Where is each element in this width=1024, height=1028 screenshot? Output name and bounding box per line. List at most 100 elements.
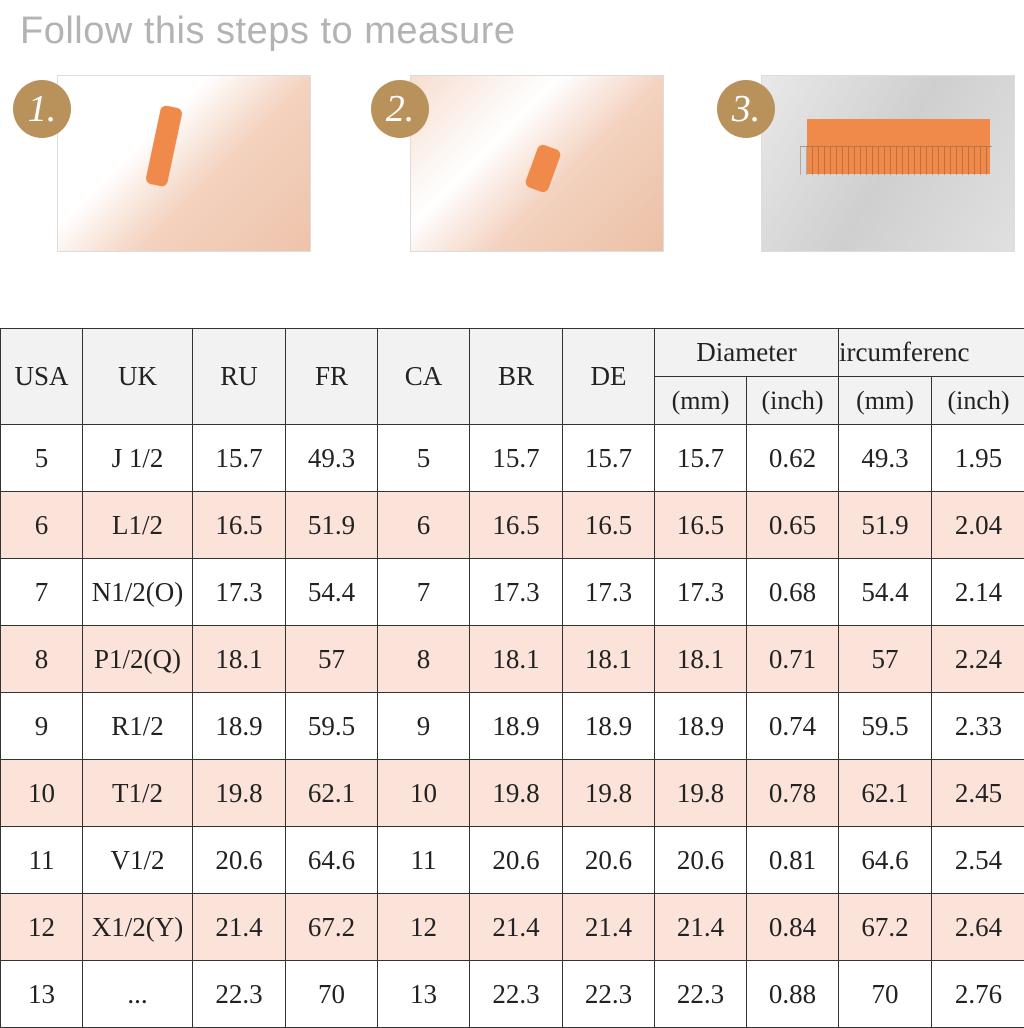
- cell-uk: P1/2(Q): [83, 626, 193, 693]
- cell-diameter-inch: 0.65: [747, 492, 839, 559]
- header-diameter-inch: (inch): [747, 377, 839, 425]
- cell-br: 20.6: [470, 827, 563, 894]
- step-3-badge: 3.: [717, 80, 775, 138]
- cell-ca: 11: [378, 827, 470, 894]
- cell-uk: J 1/2: [83, 425, 193, 492]
- header-circumference-inch: (inch): [932, 377, 1024, 425]
- cell-br: 19.8: [470, 760, 563, 827]
- cell-de: 18.9: [563, 693, 655, 760]
- header-usa: USA: [1, 329, 83, 425]
- header-ru: RU: [193, 329, 286, 425]
- cell-circumference-mm: 57: [839, 626, 932, 693]
- cell-ru: 15.7: [193, 425, 286, 492]
- cell-ca: 7: [378, 559, 470, 626]
- cell-ca: 10: [378, 760, 470, 827]
- cell-br: 17.3: [470, 559, 563, 626]
- cell-usa: 8: [1, 626, 83, 693]
- header-circumference-mm: (mm): [839, 377, 932, 425]
- step-2-photo: [410, 75, 664, 252]
- cell-de: 20.6: [563, 827, 655, 894]
- tape-strip: [145, 105, 183, 188]
- cell-uk: R1/2: [83, 693, 193, 760]
- cell-usa: 5: [1, 425, 83, 492]
- cell-circumference-mm: 54.4: [839, 559, 932, 626]
- cell-diameter-mm: 22.3: [655, 961, 747, 1028]
- cell-uk: N1/2(O): [83, 559, 193, 626]
- step-1-photo: [57, 75, 311, 252]
- cell-ru: 22.3: [193, 961, 286, 1028]
- step-1-badge: 1.: [13, 80, 71, 138]
- cell-fr: 62.1: [286, 760, 378, 827]
- cell-de: 19.8: [563, 760, 655, 827]
- cell-diameter-inch: 0.88: [747, 961, 839, 1028]
- cell-diameter-inch: 0.81: [747, 827, 839, 894]
- cell-usa: 7: [1, 559, 83, 626]
- cell-ca: 8: [378, 626, 470, 693]
- cell-uk: ...: [83, 961, 193, 1028]
- cell-fr: 70: [286, 961, 378, 1028]
- cell-diameter-mm: 17.3: [655, 559, 747, 626]
- cell-ru: 20.6: [193, 827, 286, 894]
- cell-fr: 67.2: [286, 894, 378, 961]
- cell-diameter-mm: 18.9: [655, 693, 747, 760]
- cell-fr: 54.4: [286, 559, 378, 626]
- cell-circumference-inch: 2.76: [932, 961, 1024, 1028]
- cell-circumference-inch: 2.33: [932, 693, 1024, 760]
- cell-circumference-mm: 70: [839, 961, 932, 1028]
- ring-size-table: USA UK RU FR CA BR DE Diameter ircumfere…: [0, 328, 1024, 1028]
- cell-diameter-mm: 15.7: [655, 425, 747, 492]
- cell-usa: 9: [1, 693, 83, 760]
- cell-fr: 51.9: [286, 492, 378, 559]
- cell-fr: 64.6: [286, 827, 378, 894]
- header-diameter: Diameter: [655, 329, 839, 377]
- cell-usa: 12: [1, 894, 83, 961]
- cell-de: 21.4: [563, 894, 655, 961]
- cell-de: 22.3: [563, 961, 655, 1028]
- header-de: DE: [563, 329, 655, 425]
- cell-circumference-inch: 2.14: [932, 559, 1024, 626]
- header-uk: UK: [83, 329, 193, 425]
- cell-br: 16.5: [470, 492, 563, 559]
- cell-ca: 5: [378, 425, 470, 492]
- header-diameter-mm: (mm): [655, 377, 747, 425]
- cell-ca: 12: [378, 894, 470, 961]
- tape-strip: [524, 143, 562, 193]
- cell-de: 16.5: [563, 492, 655, 559]
- cell-ru: 17.3: [193, 559, 286, 626]
- header-ca: CA: [378, 329, 470, 425]
- cell-diameter-inch: 0.74: [747, 693, 839, 760]
- cell-circumference-mm: 49.3: [839, 425, 932, 492]
- cell-ca: 6: [378, 492, 470, 559]
- cell-circumference-mm: 59.5: [839, 693, 932, 760]
- cell-ru: 19.8: [193, 760, 286, 827]
- header-br: BR: [470, 329, 563, 425]
- cell-circumference-inch: 2.24: [932, 626, 1024, 693]
- cell-diameter-inch: 0.68: [747, 559, 839, 626]
- cell-circumference-inch: 2.04: [932, 492, 1024, 559]
- cell-br: 18.9: [470, 693, 563, 760]
- cell-circumference-mm: 62.1: [839, 760, 932, 827]
- cell-diameter-inch: 0.84: [747, 894, 839, 961]
- ruler-icon: [800, 146, 992, 175]
- cell-uk: V1/2: [83, 827, 193, 894]
- cell-ru: 21.4: [193, 894, 286, 961]
- cell-br: 22.3: [470, 961, 563, 1028]
- cell-uk: L1/2: [83, 492, 193, 559]
- page-title: Follow this steps to measure: [20, 10, 516, 53]
- cell-circumference-mm: 64.6: [839, 827, 932, 894]
- cell-usa: 11: [1, 827, 83, 894]
- cell-diameter-mm: 16.5: [655, 492, 747, 559]
- cell-uk: X1/2(Y): [83, 894, 193, 961]
- cell-ru: 18.1: [193, 626, 286, 693]
- cell-br: 18.1: [470, 626, 563, 693]
- step-3-photo: [761, 75, 1015, 252]
- cell-usa: 6: [1, 492, 83, 559]
- cell-circumference-mm: 51.9: [839, 492, 932, 559]
